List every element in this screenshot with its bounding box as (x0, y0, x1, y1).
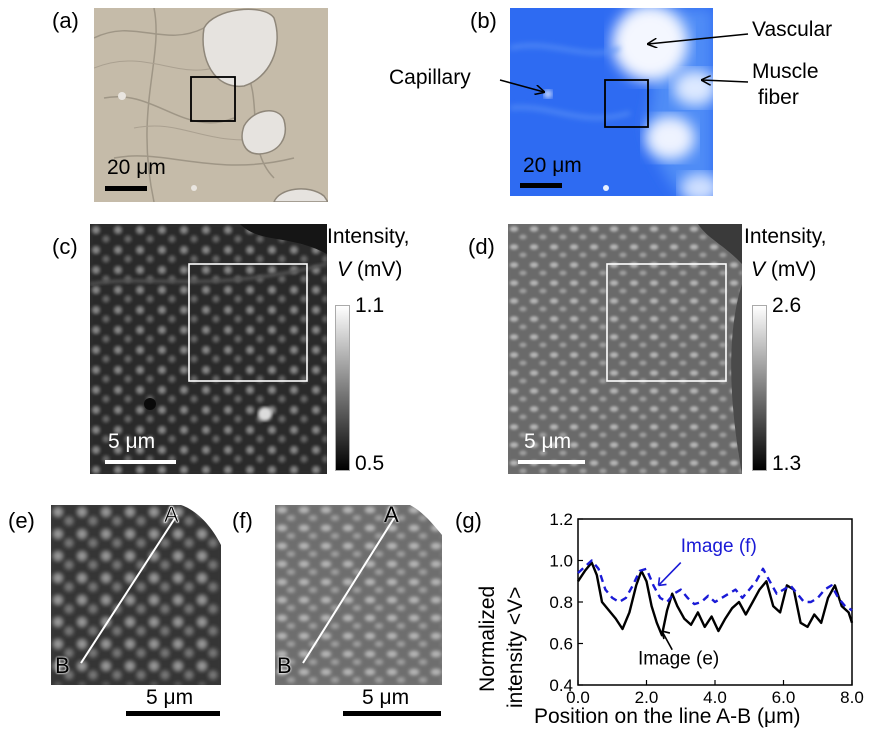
vascular-arrow (648, 33, 749, 44)
panel-c-colorbar-max: 1.1 (355, 294, 385, 317)
panel-c-colorbar (335, 305, 350, 471)
panel-d-scale-bar (518, 460, 585, 464)
chart-g: 0.4 0.6 0.8 1.0 1.2 0.0 2.0 4.0 6.0 8.0 Image (f) I… (549, 510, 864, 707)
annotation-capillary: Capillary (389, 66, 471, 89)
chart-series-line-image-e (577, 561, 854, 637)
panel-e-point-a: A (164, 505, 179, 527)
chart-ytick-label: 0.6 (549, 635, 573, 654)
panel-a-micrograph: 20 μm (94, 8, 328, 202)
panel-d-scale-label: 5 μm (524, 430, 572, 453)
chart-xtick-label: 6.0 (772, 688, 796, 707)
panel-a-roi-box (190, 76, 236, 122)
panel-c-afm-image: 5 μm (90, 224, 327, 474)
panel-c-colorbar-min: 0.5 (355, 452, 385, 475)
panel-d-colorbar-min: 1.3 (772, 452, 802, 475)
chart-annotation-image-f: Image (f) (681, 536, 757, 557)
chart-xlabel: Position on the line A-B (μm) (534, 705, 801, 728)
panel-d-colorbar-unit: (mV) (765, 258, 817, 281)
chart-series-line-image-f (577, 559, 853, 612)
panel-d-afm-image: 5 μm (508, 224, 742, 474)
panel-c-colorbar-title-line2: V (mV) (337, 258, 402, 282)
chart-ytick-label: 0.8 (549, 593, 573, 612)
panel-d-colorbar-title-line2: V (mV) (751, 258, 816, 282)
chart-annotation-arrowhead-e (661, 630, 671, 640)
panel-b-arrows (499, 33, 749, 110)
annotation-muscle-line2: fiber (758, 86, 799, 109)
chart-xtick-label: 4.0 (703, 688, 727, 707)
panel-b-fluorescence: 20 μm (510, 8, 713, 196)
panel-g-label: (g) (455, 508, 482, 533)
panel-a-scale-label: 20 μm (107, 156, 166, 179)
panel-f-scale-label: 5 μm (362, 686, 410, 709)
chart-annotation-arrowhead-f (657, 577, 667, 587)
panel-f-point-a: A (384, 505, 399, 527)
panel-c-colorbar-title-line1: Intensity, (327, 225, 410, 248)
panel-e-line-ab (80, 514, 178, 664)
chart-xtick-label: 8.0 (840, 688, 864, 707)
chart-ytick-label: 0.4 (549, 676, 573, 695)
panel-e-label: (e) (8, 508, 35, 533)
chart-annotation-image-e: Image (e) (638, 648, 719, 669)
chart-xtick-label: 0.0 (566, 688, 590, 707)
capillary-arrow (499, 79, 544, 92)
panel-b-scale-bar (520, 183, 562, 188)
panel-e-point-b: B (55, 653, 70, 678)
panel-a-image (94, 8, 328, 202)
panel-c-roi-box (188, 263, 308, 382)
panel-f-image (275, 505, 442, 685)
panel-e-scale-label: 5 μm (146, 686, 194, 709)
panel-b-label: (b) (470, 8, 497, 33)
panel-d-colorbar (752, 305, 767, 471)
chart-annotation-arrow-e (661, 630, 673, 651)
chart-ylabel-line1: Normalized (476, 585, 499, 692)
panel-d-colorbar-title-line1: Intensity, (744, 225, 827, 248)
panel-c-label: (c) (52, 234, 78, 259)
panel-d-colorbar-var: V (751, 258, 766, 281)
chart-ytick-label: 1.0 (549, 552, 573, 571)
annotation-vascular: Vascular (752, 18, 833, 41)
panel-a-label: (a) (52, 8, 79, 33)
panel-c-image (90, 224, 327, 474)
panel-b-scale-label: 20 μm (523, 154, 582, 177)
panel-d-roi-box (606, 263, 727, 382)
panel-e-scale-bar (126, 711, 220, 716)
panel-f-label: (f) (232, 508, 253, 533)
chart-xtick-label: 2.0 (635, 688, 659, 707)
panel-c-colorbar-unit: (mV) (351, 258, 403, 281)
panel-d-image (508, 224, 742, 474)
panel-c-scale-bar (105, 460, 176, 464)
panel-d-label: (d) (468, 234, 495, 259)
panel-f-point-b: B (277, 653, 292, 678)
chart-annotation-arrow-f (657, 562, 682, 586)
annotation-muscle-line1: Muscle (752, 60, 819, 83)
panel-c-colorbar-var: V (337, 258, 352, 281)
panel-b-roi-box (604, 79, 649, 128)
panel-f-zoom-image: A B (275, 505, 442, 685)
muscle-fiber-arrow (702, 80, 749, 82)
panel-f-line-ab (302, 514, 397, 664)
panel-b-image (510, 8, 713, 196)
panel-c-scale-label: 5 μm (108, 430, 156, 453)
chart-ytick-label: 1.2 (549, 510, 573, 529)
panel-d-colorbar-max: 2.6 (772, 294, 802, 317)
panel-e-zoom-image: A B (51, 505, 221, 685)
panel-e-image (51, 505, 221, 685)
panel-f-scale-bar (343, 711, 441, 716)
panel-a-scale-bar (105, 186, 147, 191)
